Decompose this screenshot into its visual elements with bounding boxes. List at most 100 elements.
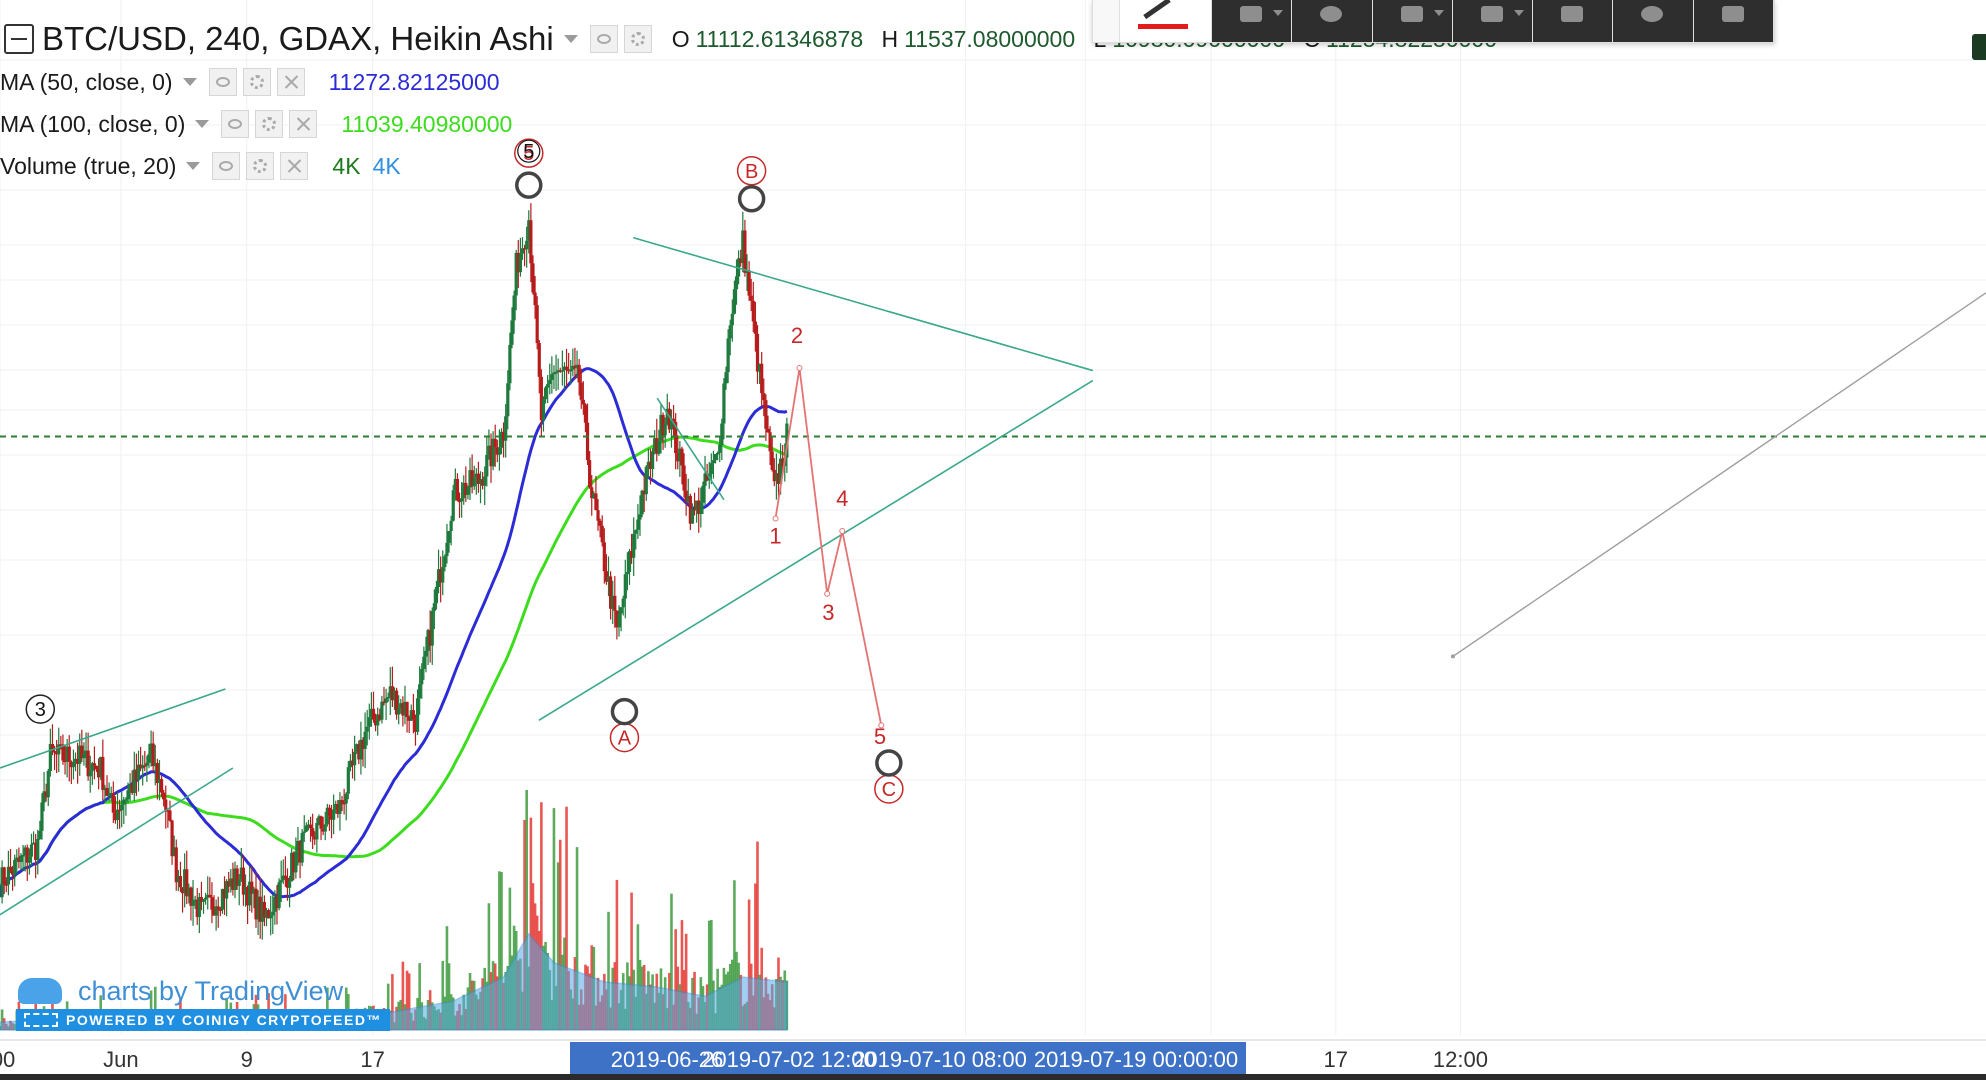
candle-body [428,630,432,646]
candle-body [504,416,508,441]
candle-body [298,841,302,863]
copy-button[interactable] [1452,0,1534,42]
candle-body [592,493,596,499]
candle-body [120,804,124,811]
projection-node [772,515,779,522]
candle-body [285,877,290,888]
candle-body [109,793,113,795]
candle-body [753,321,757,334]
wave-circle-red [736,156,767,186]
candle-body [378,714,382,720]
volume-value-1: 4K [332,152,361,179]
eye-icon[interactable] [589,25,618,53]
candle-body [611,595,615,609]
chevron-down-icon[interactable] [195,120,210,128]
gear-icon[interactable] [623,25,652,53]
menu-icon[interactable] [4,24,34,54]
candle-body [598,520,602,526]
candle-body [711,460,716,464]
visibility-button[interactable] [1613,0,1694,42]
volume-bar [615,879,619,1030]
gear-icon[interactable] [242,68,271,96]
close-icon[interactable] [289,110,318,138]
candle-body [491,438,495,467]
powered-by-banner[interactable]: POWERED BY COINIGY CRYPTOFEED™ [16,1009,390,1031]
candle-body [350,760,355,766]
candle-body [403,701,407,716]
wave-label-text: 5 [523,143,534,165]
powered-text: POWERED BY COINIGY CRYPTOFEED™ [66,1012,382,1028]
settings-button[interactable] [1292,0,1373,42]
eye-icon[interactable] [212,152,241,180]
x-highlight-label: 2019-06-26 [611,1047,724,1072]
chevron-down-icon[interactable] [182,78,197,86]
volume-bar [756,841,759,1030]
candle-body [659,414,663,441]
candle-body [747,270,751,296]
candle-body [443,556,447,568]
candle-body [680,448,684,466]
candle-body [13,859,17,875]
chevron-down-icon[interactable] [186,162,201,170]
candle-body [199,897,204,902]
eye-icon[interactable] [221,110,250,138]
candle-body [581,399,585,405]
line-style-button[interactable] [1211,0,1293,42]
candle-body [353,751,357,766]
candle-body [271,911,275,916]
candle-body [338,800,342,814]
delete-button[interactable] [1693,0,1775,42]
toolbar-grip[interactable] [1093,0,1120,42]
candle-body [567,369,571,372]
candle-body [720,423,724,445]
candle-body [275,896,279,909]
close-icon[interactable] [276,68,305,96]
candle-body [313,836,317,840]
candle-body [369,708,374,718]
candle-body [657,440,661,454]
candle-body [678,448,682,462]
corner-indicator-icon[interactable] [1972,34,1986,60]
candle-body [52,751,57,753]
candle-body [527,220,531,241]
candle-body [23,847,27,856]
candle-body [535,305,539,343]
candle-body [585,422,590,461]
candle-body [508,344,512,384]
candle-body [667,408,671,430]
x-tick-label: 17 [1324,1047,1348,1072]
candle-body [577,364,581,383]
volume-bar [447,963,451,1030]
candle-body [774,473,778,482]
volume-bar [523,820,526,1030]
candle-body [751,300,755,322]
pen-color-button[interactable] [1119,0,1212,42]
candle-body [235,868,239,886]
clone-button[interactable] [1372,0,1453,42]
candle-body [552,372,556,375]
candle-body [327,807,332,816]
candle-body [0,867,4,898]
candle-body [478,479,483,484]
volume-pane [0,790,789,1031]
candle-body [636,519,640,530]
ma50-value: 11272.82125000 [328,68,500,95]
candle-body [466,487,470,495]
gear-icon[interactable] [246,152,275,180]
chevron-down-icon[interactable] [563,35,578,43]
candle-body [147,754,151,763]
candles [0,203,789,940]
candle-body [84,750,88,754]
wedge-line [656,397,725,501]
gear-icon[interactable] [255,110,284,138]
volume-bar [707,920,711,1030]
candle-body [348,760,353,768]
candle-body [745,270,749,273]
candle-body [399,703,403,709]
lock-button[interactable] [1533,0,1614,42]
eye-icon[interactable] [208,68,237,96]
candle-body [661,414,665,436]
close-icon[interactable] [280,152,309,180]
